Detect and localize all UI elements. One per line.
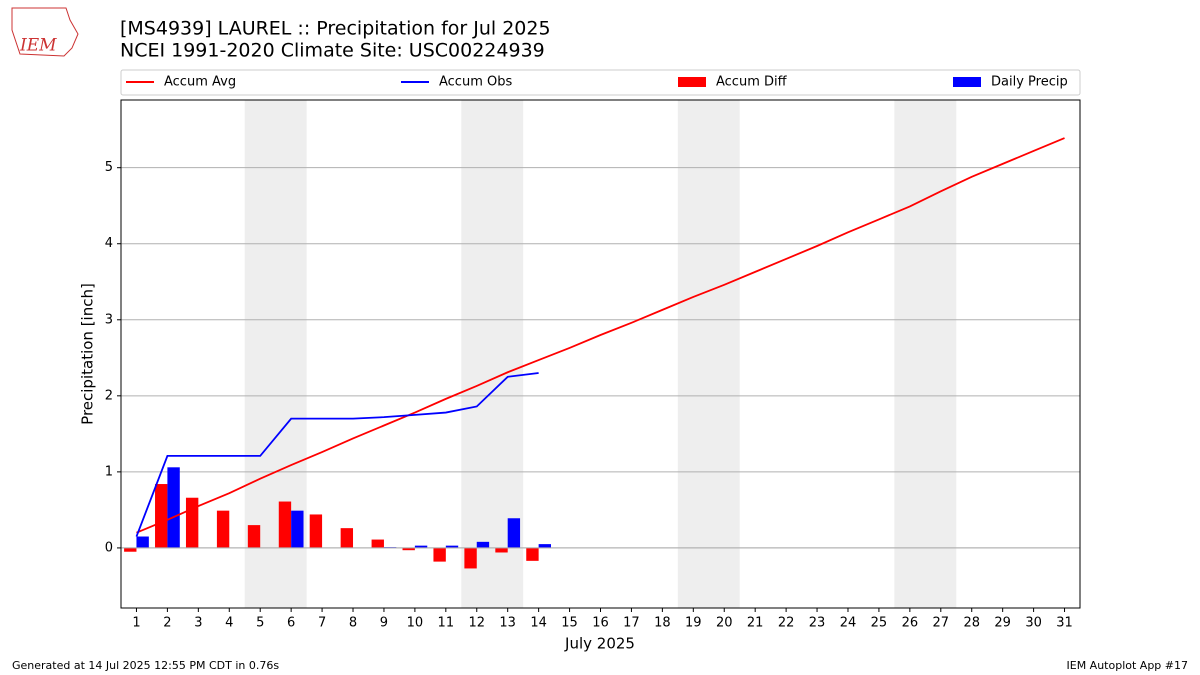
x-tick-label: 15	[561, 616, 578, 631]
x-tick-label: 4	[225, 616, 233, 631]
bar	[216, 510, 230, 548]
x-tick-label: 27	[933, 616, 950, 631]
y-tick-label: 5	[105, 160, 113, 175]
legend-box	[120, 69, 1081, 96]
y-tick-label: 0	[105, 540, 113, 555]
bar	[155, 484, 168, 548]
x-tick-label: 10	[407, 616, 424, 631]
bar	[278, 501, 292, 548]
bar	[464, 547, 477, 569]
line	[136, 137, 1065, 534]
bar	[476, 541, 490, 548]
bar	[433, 547, 446, 562]
bar	[526, 547, 539, 561]
x-tick-label: 20	[716, 616, 733, 631]
x-tick-label: 22	[778, 616, 795, 631]
weekend-band	[677, 100, 740, 608]
bar	[371, 539, 384, 548]
bar	[445, 545, 459, 548]
x-tick-label: 16	[592, 616, 609, 631]
x-tick-label: 7	[318, 616, 326, 631]
x-tick-label: 6	[287, 616, 295, 631]
y-tick-label: 1	[105, 464, 113, 479]
chart-subtitle: NCEI 1991-2020 Climate Site: USC00224939	[120, 40, 545, 62]
y-tick-label: 4	[105, 236, 113, 251]
bar	[309, 514, 323, 548]
plot-frame	[120, 99, 1081, 609]
x-tick-label: 19	[685, 616, 702, 631]
legend-label: Accum Diff	[716, 75, 788, 90]
bar	[124, 547, 137, 552]
bar	[247, 525, 261, 548]
logo-text: IEM	[19, 36, 57, 56]
bar	[414, 545, 428, 548]
x-tick-label: 18	[654, 616, 671, 631]
x-tick-label: 28	[963, 616, 980, 631]
x-tick-label: 8	[349, 616, 357, 631]
legend-label: Daily Precip	[991, 75, 1068, 90]
legend-label: Accum Avg	[164, 75, 236, 90]
x-tick-label: 26	[902, 616, 919, 631]
x-tick-label: 5	[256, 616, 264, 631]
x-tick-label: 1	[132, 616, 140, 631]
legend-swatch	[953, 77, 981, 87]
bar	[291, 510, 304, 548]
footer-left: Generated at 14 Jul 2025 12:55 PM CDT in…	[12, 659, 279, 672]
x-tick-label: 21	[747, 616, 764, 631]
x-tick-label: 13	[499, 616, 516, 631]
x-tick-label: 23	[809, 616, 826, 631]
legend-label: Accum Obs	[439, 75, 512, 90]
bar	[136, 536, 149, 548]
x-tick-label: 29	[994, 616, 1011, 631]
line	[135, 372, 539, 537]
weekend-band	[894, 100, 957, 608]
footer-right: IEM Autoplot App #17	[1067, 659, 1189, 672]
logo-outline	[11, 7, 79, 57]
bar	[185, 497, 199, 548]
bar	[495, 547, 508, 553]
x-tick-label: 14	[530, 616, 547, 631]
bar	[167, 467, 180, 548]
x-tick-label: 25	[871, 616, 888, 631]
chart-title: [MS4939] LAUREL :: Precipitation for Jul…	[120, 18, 551, 40]
y-axis-label: Precipitation [inch]	[79, 283, 97, 425]
bar	[538, 544, 552, 548]
x-tick-label: 31	[1056, 616, 1073, 631]
x-tick-label: 11	[438, 616, 455, 631]
bar	[340, 528, 354, 548]
x-tick-label: 12	[468, 616, 485, 631]
y-tick-label: 2	[105, 388, 113, 403]
bar	[402, 547, 415, 551]
x-tick-label: 2	[163, 616, 171, 631]
x-tick-label: 24	[840, 616, 857, 631]
x-axis-label: July 2025	[564, 635, 635, 653]
bar	[507, 518, 521, 548]
x-tick-label: 17	[623, 616, 640, 631]
y-tick-label: 3	[105, 312, 113, 327]
x-tick-label: 9	[380, 616, 388, 631]
x-tick-label: 3	[194, 616, 202, 631]
legend-swatch	[678, 77, 706, 87]
x-tick-label: 30	[1025, 616, 1042, 631]
logo: IEM	[11, 7, 79, 57]
